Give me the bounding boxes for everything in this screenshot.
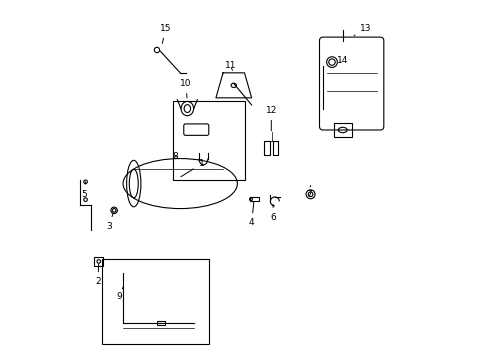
Bar	[249, 197, 258, 202]
Text: 7: 7	[305, 185, 311, 199]
Text: 12: 12	[265, 106, 276, 131]
Bar	[94, 257, 103, 266]
Text: 1: 1	[181, 159, 204, 177]
Text: 13: 13	[353, 24, 371, 36]
Text: 11: 11	[224, 61, 236, 70]
Text: 6: 6	[270, 204, 275, 222]
Text: 14: 14	[336, 56, 348, 65]
Text: 4: 4	[248, 202, 254, 228]
Text: 9: 9	[116, 287, 123, 301]
Text: 8: 8	[172, 152, 177, 161]
Bar	[333, 123, 351, 137]
Text: 2: 2	[95, 264, 101, 286]
Bar	[264, 141, 269, 155]
Text: 15: 15	[160, 24, 171, 43]
Text: 5: 5	[81, 182, 86, 199]
Bar	[173, 102, 244, 180]
Bar	[272, 141, 278, 155]
Text: 10: 10	[180, 79, 191, 98]
Bar	[102, 258, 208, 344]
Text: 3: 3	[106, 213, 113, 231]
Bar	[157, 321, 164, 325]
